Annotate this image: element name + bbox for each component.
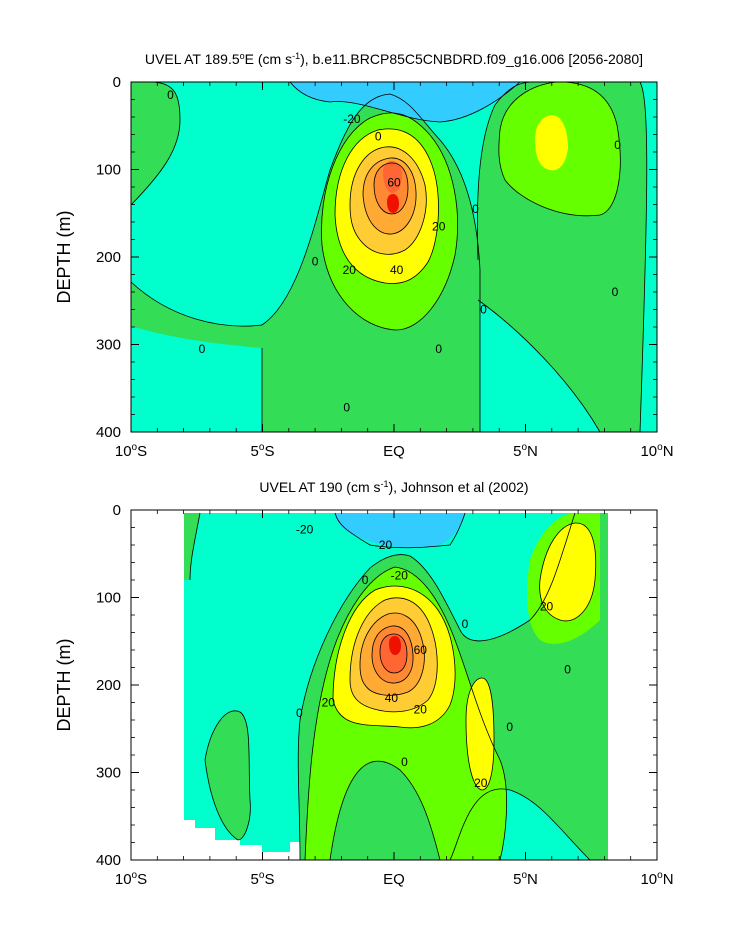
band-20-30-deep-obs bbox=[466, 678, 494, 790]
contour-label: 20 bbox=[432, 219, 446, 233]
contour-label: 60 bbox=[414, 643, 428, 657]
contour-label: 20 bbox=[414, 703, 428, 717]
mask-southwest-bottom bbox=[184, 820, 300, 860]
x-tick-label: 5oN bbox=[513, 442, 538, 460]
contour-label: -20 bbox=[343, 112, 361, 126]
y-tick-label: 400 bbox=[96, 424, 121, 441]
contour-label: 0 bbox=[199, 342, 206, 356]
x-tick-label: 10oN bbox=[640, 870, 673, 888]
contour-label: 0 bbox=[564, 662, 571, 676]
y-tick-label: 100 bbox=[96, 590, 121, 607]
x-tick-label: 5oS bbox=[251, 870, 275, 888]
band-20-30-north-obs bbox=[539, 522, 596, 621]
x-tick-label: EQ bbox=[383, 871, 405, 888]
y-tick-label: 200 bbox=[96, 677, 121, 694]
band-60-70 bbox=[383, 160, 403, 193]
x-tick-label: EQ bbox=[383, 443, 405, 460]
x-tick-label: 10oS bbox=[115, 870, 147, 888]
x-tick-label: 5oN bbox=[513, 870, 538, 888]
contour-label: 0 bbox=[362, 573, 369, 587]
contour-label: 0 bbox=[480, 303, 487, 317]
panel-title-model: UVEL AT 189.5oE (cm s-1), b.e11.BRCP85C5… bbox=[145, 51, 643, 67]
y-axis-title-model: DEPTH (m) bbox=[54, 211, 74, 304]
contour-label: 20 bbox=[540, 599, 554, 613]
contour-labels-observed: -20 -20 -20 0 60 20 0 0 20 40 20 0 0 0 20 bbox=[296, 522, 571, 790]
contour-label: 20 bbox=[322, 696, 336, 710]
contour-label: 0 bbox=[612, 285, 619, 299]
band-core-obs bbox=[389, 636, 401, 655]
contour-label: 40 bbox=[390, 263, 404, 277]
y-tick-label: 200 bbox=[96, 249, 121, 266]
contour-label: -20 bbox=[296, 522, 314, 536]
contour-label: 0 bbox=[296, 706, 303, 720]
contour-label: 0 bbox=[375, 129, 382, 143]
contour-label: 0 bbox=[435, 342, 442, 356]
contour-label: 0 bbox=[472, 202, 479, 216]
contour-label: 0 bbox=[312, 254, 319, 268]
contour-label: 0 bbox=[343, 401, 350, 415]
x-tick-label: 5oS bbox=[251, 442, 275, 460]
band-0-10-west-obs bbox=[184, 513, 200, 580]
panel-title-observed: UVEL AT 190 (cm s-1), Johnson et al (200… bbox=[259, 479, 528, 495]
contour-label: 20 bbox=[474, 776, 488, 790]
band-minus30-obs bbox=[335, 513, 465, 548]
y-tick-label: 400 bbox=[96, 852, 121, 869]
y-tick-label: 300 bbox=[96, 765, 121, 782]
y-tick-label: 0 bbox=[113, 502, 121, 519]
contour-label: 0 bbox=[167, 88, 174, 102]
contour-label: 0 bbox=[614, 138, 621, 152]
contour-label: 60 bbox=[387, 176, 401, 190]
contour-label: 40 bbox=[385, 691, 399, 705]
band-0-10-west bbox=[131, 82, 180, 205]
y-tick-label: 300 bbox=[96, 337, 121, 354]
contour-label: 0 bbox=[462, 617, 469, 631]
y-axis-title-observed: DEPTH (m) bbox=[54, 639, 74, 732]
panel-model: UVEL AT 189.5oE (cm s-1), b.e11.BRCP85C5… bbox=[54, 51, 674, 460]
x-tick-label: 10oN bbox=[640, 442, 673, 460]
y-tick-label: 0 bbox=[113, 74, 121, 91]
contour-labels-model: 0 -20 0 60 20 0 0 20 40 0 0 0 0 0 0 bbox=[167, 88, 621, 415]
band-core bbox=[387, 194, 399, 213]
mask-west bbox=[131, 513, 184, 860]
contour-field-observed bbox=[131, 513, 657, 860]
panel-observed: UVEL AT 190 (cm s-1), Johnson et al (200… bbox=[54, 479, 674, 888]
contour-lines-model bbox=[131, 82, 648, 432]
y-tick-label: 100 bbox=[96, 162, 121, 179]
x-axis-observed: 10oS 5oS EQ 5oN 10oN bbox=[115, 510, 674, 888]
contour-label: 0 bbox=[401, 755, 408, 769]
contour-lines-observed bbox=[189, 512, 597, 860]
contour-label: -20 bbox=[391, 569, 409, 583]
band-20-30-north bbox=[535, 115, 568, 171]
mask-east bbox=[608, 513, 657, 860]
x-tick-label: 10oS bbox=[115, 442, 147, 460]
contour-label: 20 bbox=[343, 263, 357, 277]
x-axis-model: 10oS 5oS EQ 5oN 10oN bbox=[115, 82, 674, 460]
contour-field-model bbox=[131, 82, 657, 432]
contour-label: 0 bbox=[506, 720, 513, 734]
contour-label: -20 bbox=[375, 538, 393, 552]
